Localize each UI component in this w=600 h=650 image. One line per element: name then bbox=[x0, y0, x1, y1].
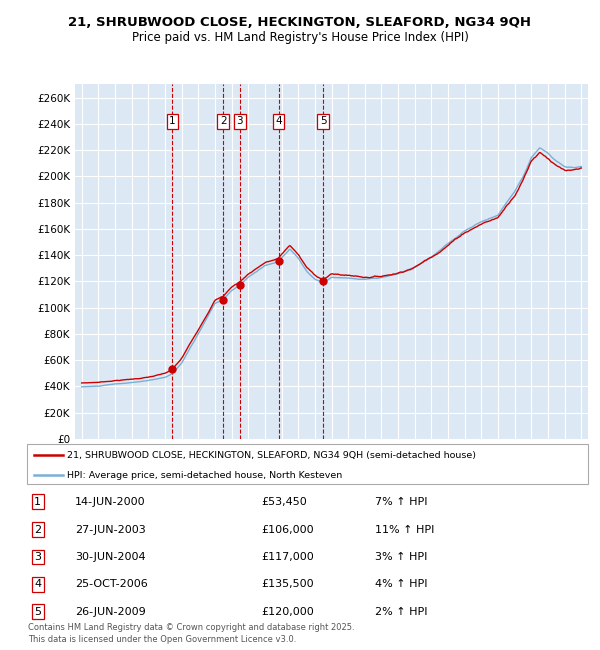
Text: 11% ↑ HPI: 11% ↑ HPI bbox=[375, 525, 434, 535]
Text: 14-JUN-2000: 14-JUN-2000 bbox=[75, 497, 146, 507]
Text: 2: 2 bbox=[34, 525, 41, 535]
Text: £106,000: £106,000 bbox=[261, 525, 314, 535]
Text: 5: 5 bbox=[34, 606, 41, 617]
Text: 1: 1 bbox=[169, 116, 176, 126]
Point bbox=[218, 294, 228, 305]
Text: 3: 3 bbox=[34, 552, 41, 562]
Text: £120,000: £120,000 bbox=[261, 606, 314, 617]
Text: 21, SHRUBWOOD CLOSE, HECKINGTON, SLEAFORD, NG34 9QH: 21, SHRUBWOOD CLOSE, HECKINGTON, SLEAFOR… bbox=[68, 16, 532, 29]
Text: 3: 3 bbox=[236, 116, 243, 126]
Text: 25-OCT-2006: 25-OCT-2006 bbox=[75, 579, 148, 590]
Point bbox=[274, 255, 283, 266]
Text: 5: 5 bbox=[320, 116, 326, 126]
Text: 26-JUN-2009: 26-JUN-2009 bbox=[75, 606, 146, 617]
Text: 4: 4 bbox=[34, 579, 41, 590]
Text: 4: 4 bbox=[275, 116, 282, 126]
Text: £135,500: £135,500 bbox=[261, 579, 314, 590]
Text: 30-JUN-2004: 30-JUN-2004 bbox=[75, 552, 146, 562]
FancyBboxPatch shape bbox=[27, 444, 588, 484]
Text: 4% ↑ HPI: 4% ↑ HPI bbox=[375, 579, 427, 590]
Text: 2% ↑ HPI: 2% ↑ HPI bbox=[375, 606, 427, 617]
Text: 3% ↑ HPI: 3% ↑ HPI bbox=[375, 552, 427, 562]
Text: 27-JUN-2003: 27-JUN-2003 bbox=[75, 525, 146, 535]
Text: £117,000: £117,000 bbox=[261, 552, 314, 562]
Text: HPI: Average price, semi-detached house, North Kesteven: HPI: Average price, semi-detached house,… bbox=[67, 471, 343, 480]
Text: 7% ↑ HPI: 7% ↑ HPI bbox=[375, 497, 427, 507]
Text: £53,450: £53,450 bbox=[261, 497, 307, 507]
Point bbox=[167, 363, 177, 374]
Point bbox=[318, 276, 328, 287]
Text: Price paid vs. HM Land Registry's House Price Index (HPI): Price paid vs. HM Land Registry's House … bbox=[131, 31, 469, 44]
Text: Contains HM Land Registry data © Crown copyright and database right 2025.: Contains HM Land Registry data © Crown c… bbox=[28, 623, 355, 632]
Text: 2: 2 bbox=[220, 116, 226, 126]
Text: 21, SHRUBWOOD CLOSE, HECKINGTON, SLEAFORD, NG34 9QH (semi-detached house): 21, SHRUBWOOD CLOSE, HECKINGTON, SLEAFOR… bbox=[67, 450, 476, 460]
Text: This data is licensed under the Open Government Licence v3.0.: This data is licensed under the Open Gov… bbox=[28, 634, 296, 644]
Text: 1: 1 bbox=[34, 497, 41, 507]
Point bbox=[235, 280, 245, 291]
